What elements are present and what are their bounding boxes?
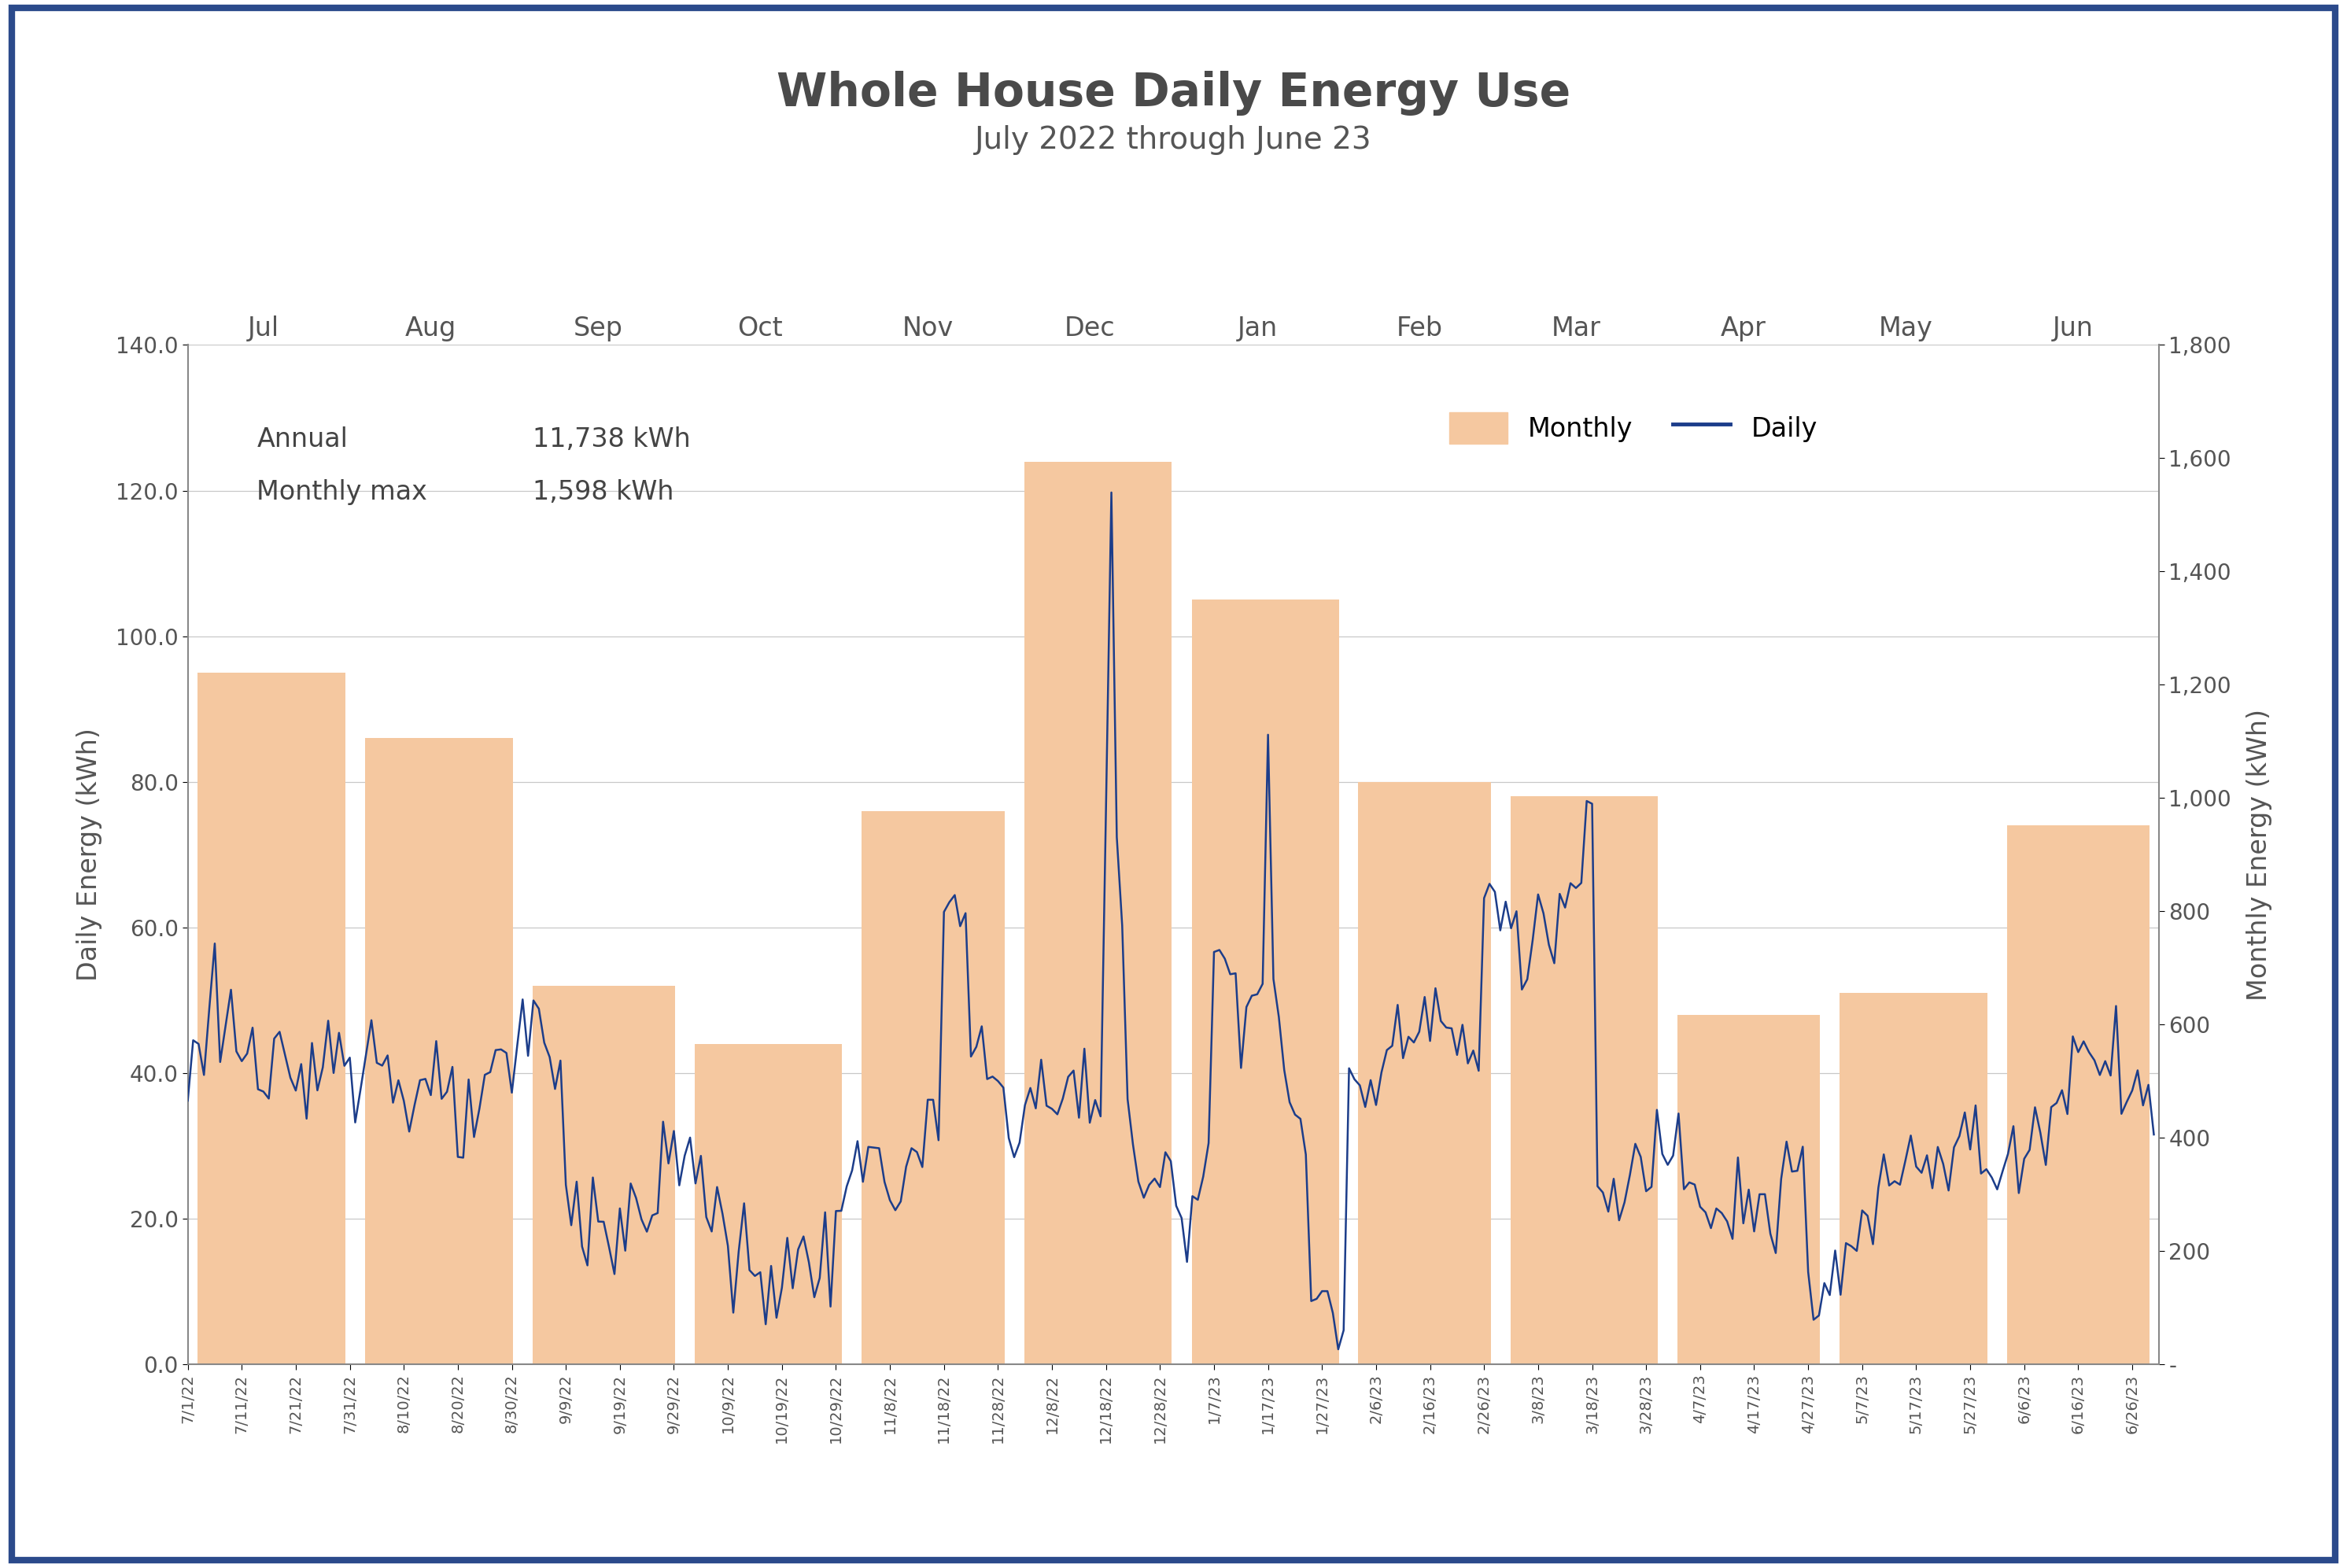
Text: 1,598 kWh: 1,598 kWh [533,480,674,505]
Text: Whole House Daily Energy Use: Whole House Daily Energy Use [777,71,1570,116]
Bar [1023,461,1171,1364]
Bar [1359,782,1490,1364]
Y-axis label: Daily Energy (kWh): Daily Energy (kWh) [77,728,103,982]
Y-axis label: Monthly Energy (kWh): Monthly Energy (kWh) [2246,709,2272,1000]
Bar [197,673,345,1364]
Bar [1192,601,1340,1364]
Text: Annual: Annual [256,426,347,453]
Bar [1511,797,1657,1364]
Bar [1678,1014,1819,1364]
Text: 11,738 kWh: 11,738 kWh [533,426,690,453]
Bar [861,811,1005,1364]
Bar [1840,993,1988,1364]
Bar [2007,825,2150,1364]
Bar [533,986,676,1364]
Bar [366,739,512,1364]
Text: Monthly max: Monthly max [256,480,427,505]
Legend: Monthly, Daily: Monthly, Daily [1436,398,1831,456]
Bar [695,1044,843,1364]
Text: July 2022 through June 23: July 2022 through June 23 [974,125,1373,155]
